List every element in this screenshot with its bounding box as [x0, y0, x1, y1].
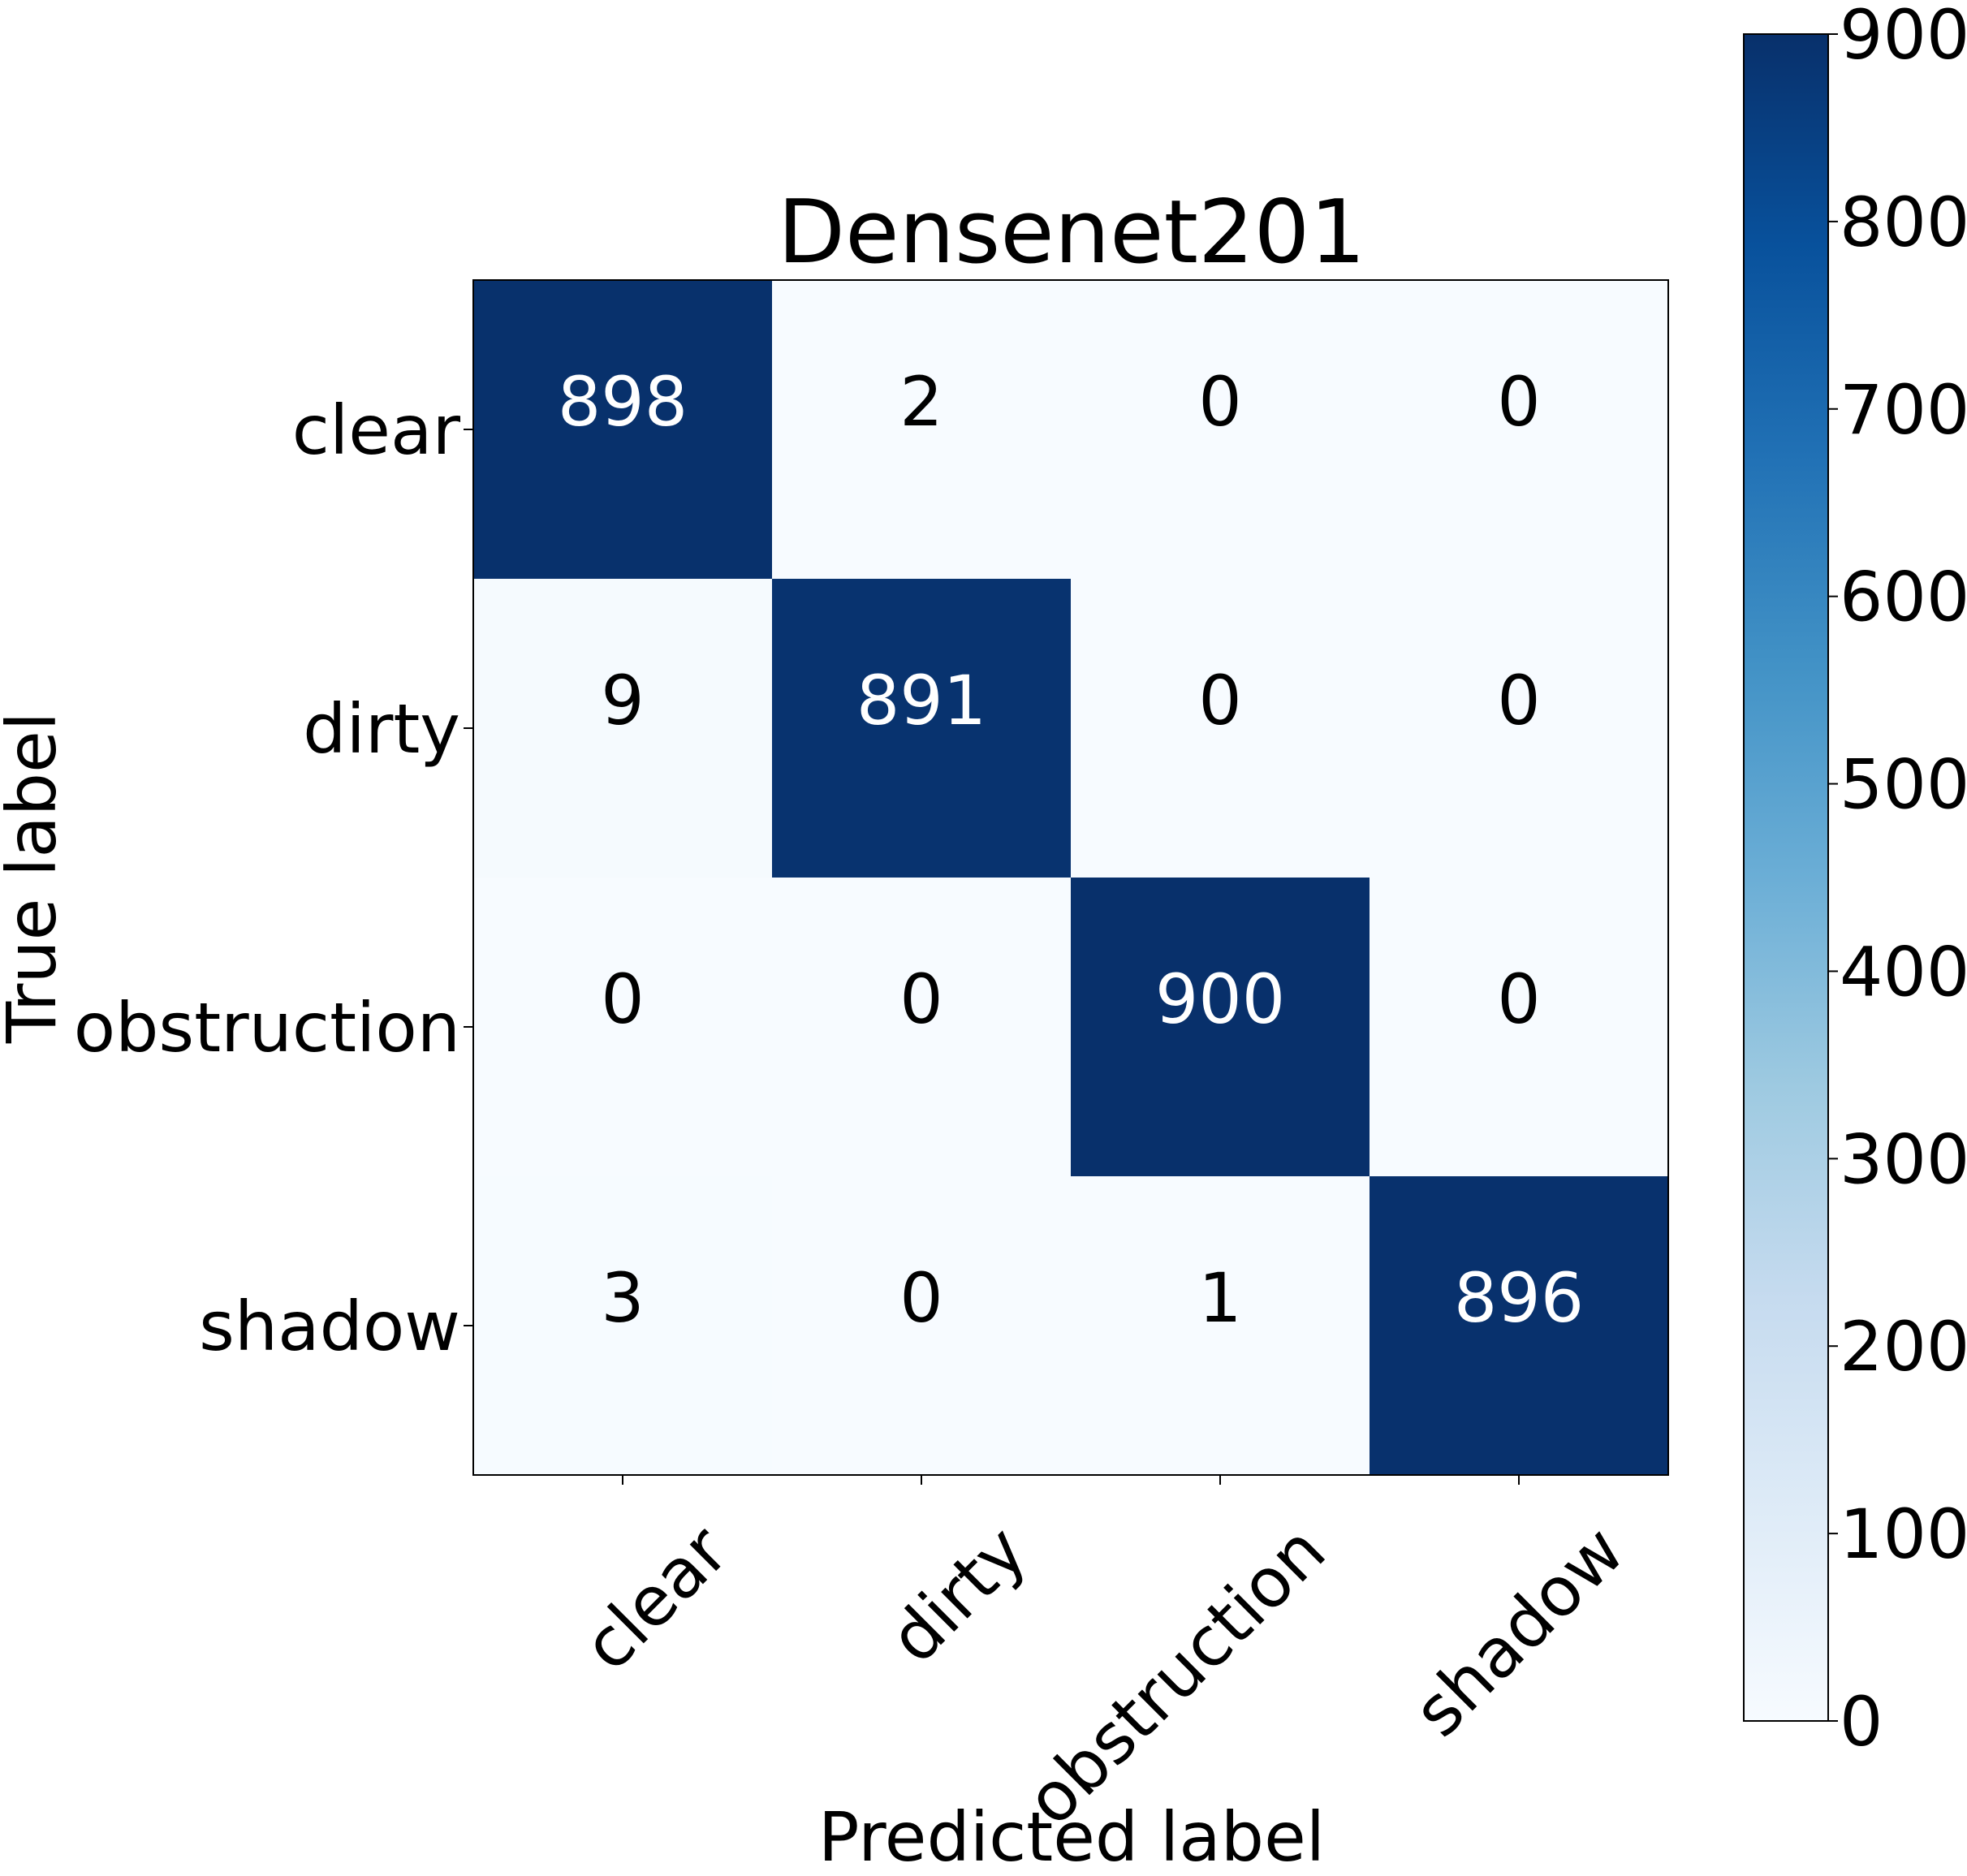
cell-value-label: 2 — [899, 362, 943, 442]
matrix-cell-0-2 — [1071, 280, 1370, 580]
colorbar — [1743, 33, 1829, 1722]
matrix-cell-3-1 — [772, 1176, 1072, 1476]
cell-value-label: 9 — [601, 661, 644, 740]
cell-value-label: 0 — [899, 1258, 943, 1338]
colorbar-tick-label: 700 — [1840, 370, 1967, 450]
cell-value-label: 0 — [601, 960, 644, 1039]
matrix-cell-1-2 — [1071, 579, 1370, 878]
colorbar-tick-label: 900 — [1840, 0, 1967, 75]
cell-value-label: 896 — [1454, 1258, 1584, 1338]
x-axis-label: Predicted label — [818, 1797, 1325, 1876]
matrix-cell-1-3 — [1370, 579, 1669, 878]
colorbar-tick-label: 800 — [1840, 183, 1967, 262]
x-tick-label: obstruction — [1011, 1511, 1340, 1840]
matrix-cell-3-3 — [1370, 1176, 1669, 1476]
colorbar-tick-label: 500 — [1840, 745, 1967, 825]
cell-value-label: 0 — [1497, 960, 1540, 1039]
x-tick-label: clear — [567, 1511, 743, 1686]
y-axis-label: True label — [0, 712, 71, 1044]
matrix-cell-1-1 — [772, 579, 1072, 878]
matrix-cell-2-3 — [1370, 878, 1669, 1177]
cell-value-label: 898 — [558, 362, 688, 442]
y-tick-label: obstruction — [74, 988, 460, 1067]
matrix-cell-2-0 — [473, 878, 773, 1177]
matrix-cell-2-2 — [1071, 878, 1370, 1177]
cell-value-label: 3 — [601, 1258, 644, 1338]
y-tick-label: shadow — [199, 1287, 460, 1366]
colorbar-tick-label: 200 — [1840, 1307, 1967, 1387]
matrix-cell-0-0 — [473, 280, 773, 580]
cell-value-label: 891 — [856, 661, 986, 740]
colorbar-tick-label: 600 — [1840, 558, 1967, 637]
y-tick-label: dirty — [303, 689, 460, 769]
cell-value-label: 0 — [1497, 661, 1540, 740]
y-tick-label: clear — [292, 390, 461, 470]
matrix-cell-labels: 898 2 0 0 9 891 0 0 0 0 900 0 3 0 1 896 — [558, 362, 1584, 1338]
x-tick-label: dirty — [874, 1511, 1042, 1678]
x-tick-label: shadow — [1398, 1511, 1639, 1752]
cell-value-label: 0 — [1198, 661, 1241, 740]
cell-value-label: 900 — [1155, 960, 1285, 1039]
matrix-cell-1-0 — [473, 579, 773, 878]
colorbar-ticks: 0 100 200 300 400 500 600 700 800 900 — [1828, 0, 1967, 1762]
matrix-cell-0-3 — [1370, 280, 1669, 580]
colorbar-tick-label: 400 — [1840, 932, 1967, 1011]
cell-value-label: 0 — [1497, 362, 1540, 442]
y-axis-ticks: clear dirty obstruction shadow — [74, 390, 473, 1366]
matrix-cells — [473, 280, 1669, 1476]
matrix-cell-0-1 — [772, 280, 1072, 580]
matrix-cell-2-1 — [772, 878, 1072, 1177]
matrix-cell-3-0 — [473, 1176, 773, 1476]
cell-value-label: 0 — [1198, 362, 1241, 442]
chart-title: Densenet201 — [778, 182, 1365, 283]
colorbar-tick-label: 100 — [1840, 1494, 1967, 1574]
matrix-cell-3-2 — [1071, 1176, 1370, 1476]
plot-frame — [472, 279, 1669, 1476]
cell-value-label: 1 — [1198, 1258, 1241, 1338]
cell-value-label: 0 — [899, 960, 943, 1039]
colorbar-tick-label: 0 — [1840, 1682, 1883, 1762]
colorbar-tick-label: 300 — [1840, 1119, 1967, 1199]
